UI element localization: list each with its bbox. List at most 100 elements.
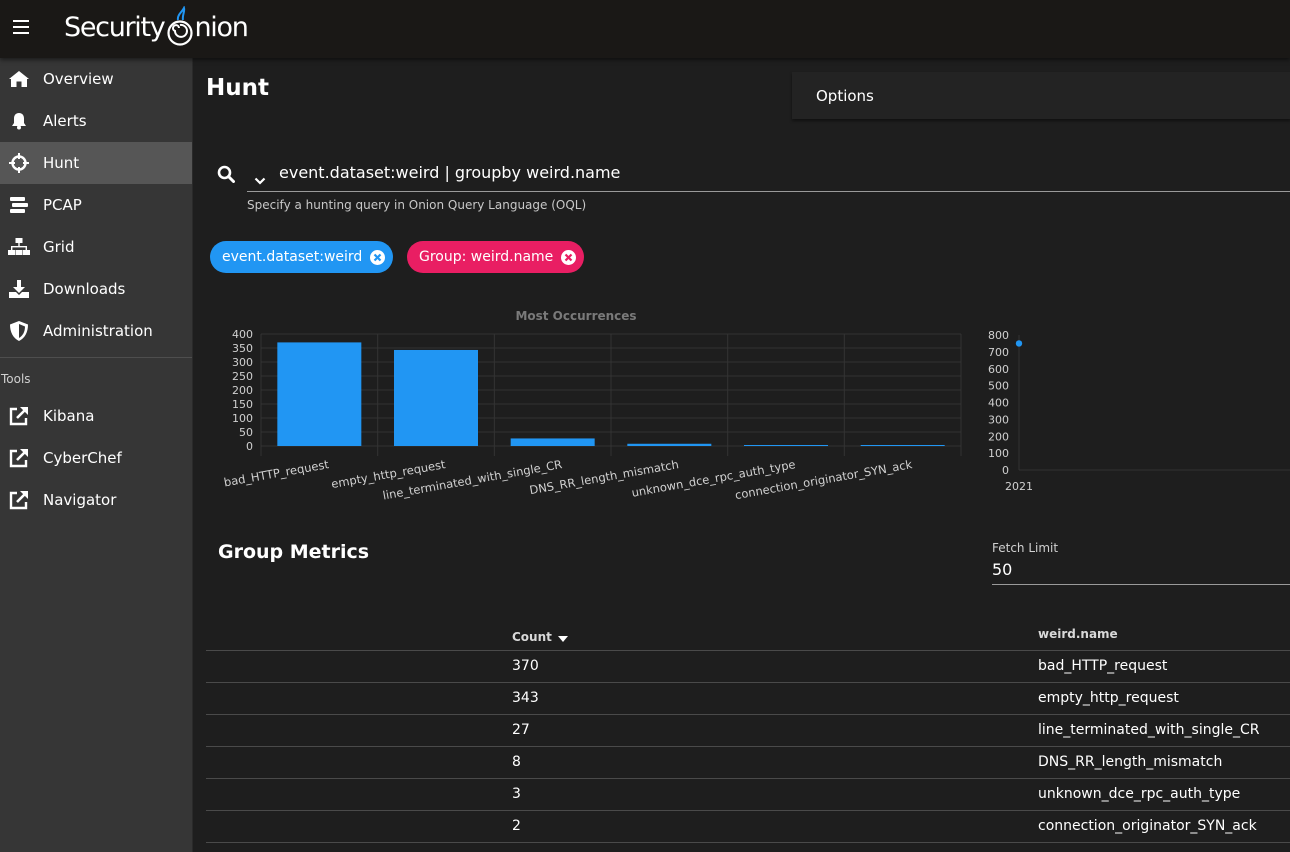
y-tick-label: 300 xyxy=(988,413,1009,426)
main-content: Hunt Options event.dataset:weird | group… xyxy=(192,58,1290,852)
table-row[interactable]: 370 bad_HTTP_request xyxy=(206,651,1290,683)
sidebar: Overview Alerts Hunt PCAP Grid Downloads xyxy=(0,58,192,852)
sidebar-item-label: Navigator xyxy=(43,491,117,509)
bar[interactable] xyxy=(277,342,362,446)
search-icon[interactable] xyxy=(217,165,235,187)
y-tick-label: 0 xyxy=(246,440,253,453)
crosshairs-icon xyxy=(8,153,30,173)
top-app-bar: Security nion xyxy=(0,0,1290,58)
bar[interactable] xyxy=(394,349,478,446)
sidebar-item-label: Overview xyxy=(43,70,114,88)
weird-name-cell: line_terminated_with_single_CR xyxy=(1038,722,1260,738)
group-chip-weird-name[interactable]: Group: weird.name xyxy=(407,241,585,273)
bar[interactable] xyxy=(627,443,712,446)
filter-chip-dataset[interactable]: event.dataset:weird xyxy=(210,241,394,273)
weird-name-cell: unknown_dce_rpc_auth_type xyxy=(1038,786,1241,802)
column-header-count[interactable]: Count xyxy=(512,627,569,646)
timeline-chart: 0 100 200 300 400 500 600 700 800 2021 xyxy=(988,329,1290,493)
external-link-icon xyxy=(8,406,30,426)
y-tick-label: 500 xyxy=(988,380,1009,393)
sidebar-item-hunt[interactable]: Hunt xyxy=(0,142,192,184)
column-header-weird-name[interactable]: weird.name xyxy=(1038,627,1118,641)
options-label: Options xyxy=(816,87,874,105)
chip-label: Group: weird.name xyxy=(419,249,554,265)
sidebar-item-label: Kibana xyxy=(43,407,95,425)
y-tick-label: 250 xyxy=(232,370,253,383)
bar[interactable] xyxy=(510,438,595,446)
table-header: Count weird.name xyxy=(206,621,1290,651)
bar[interactable] xyxy=(744,445,828,446)
weird-name-cell: DNS_RR_length_mismatch xyxy=(1038,754,1223,770)
table-row[interactable]: 2 connection_originator_SYN_ack xyxy=(206,811,1290,843)
download-icon xyxy=(8,279,30,299)
y-tick-label: 200 xyxy=(988,430,1009,443)
data-point[interactable] xyxy=(1015,340,1023,347)
y-tick-label: 100 xyxy=(232,412,253,425)
table-row[interactable]: 27 line_terminated_with_single_CR xyxy=(206,715,1290,747)
y-tick-label: 350 xyxy=(232,342,253,355)
sitemap-icon xyxy=(8,237,30,257)
sidebar-item-alerts[interactable]: Alerts xyxy=(0,100,192,142)
sidebar-item-cyberchef[interactable]: CyberChef xyxy=(0,437,192,479)
sidebar-item-label: CyberChef xyxy=(43,449,122,467)
weird-name-cell: bad_HTTP_request xyxy=(1038,658,1168,674)
security-onion-logo[interactable]: Security nion xyxy=(64,6,249,48)
y-tick-label: 100 xyxy=(988,447,1009,460)
y-tick-label: 50 xyxy=(239,426,253,439)
x-tick-label: bad_HTTP_request xyxy=(223,457,331,489)
sidebar-item-administration[interactable]: Administration xyxy=(0,310,192,352)
y-tick-label: 600 xyxy=(988,363,1009,376)
sidebar-item-grid[interactable]: Grid xyxy=(0,226,192,268)
count-cell: 3 xyxy=(512,786,521,802)
sidebar-item-navigator[interactable]: Navigator xyxy=(0,479,192,521)
home-icon xyxy=(8,69,30,89)
menu-icon[interactable] xyxy=(13,20,29,34)
sidebar-item-label: PCAP xyxy=(43,196,82,214)
y-tick-label: 400 xyxy=(988,397,1009,410)
count-cell: 343 xyxy=(512,690,539,706)
bar[interactable] xyxy=(860,445,945,446)
fetch-limit-value: 50 xyxy=(992,560,1013,579)
fetch-limit-field[interactable]: Fetch Limit 50 xyxy=(992,539,1290,585)
options-panel[interactable]: Options xyxy=(792,72,1290,119)
table-row[interactable]: 343 empty_http_request xyxy=(206,683,1290,715)
column-header-label: Count xyxy=(512,629,552,644)
shield-icon xyxy=(8,321,30,341)
external-link-icon xyxy=(8,448,30,468)
table-row[interactable]: 8 DNS_RR_length_mismatch xyxy=(206,747,1290,779)
logo-text: Security xyxy=(64,11,166,43)
chart-title: Most Occurrences xyxy=(515,309,636,323)
fetch-limit-label: Fetch Limit xyxy=(992,541,1059,555)
weird-name-cell: empty_http_request xyxy=(1038,690,1179,706)
stream-icon xyxy=(8,195,30,215)
sidebar-item-label: Alerts xyxy=(43,112,87,130)
sidebar-item-overview[interactable]: Overview xyxy=(0,58,192,100)
table-row[interactable]: 3 unknown_dce_rpc_auth_type xyxy=(206,779,1290,811)
page-title: Hunt xyxy=(206,75,269,101)
close-icon[interactable] xyxy=(561,249,577,265)
sidebar-item-kibana[interactable]: Kibana xyxy=(0,395,192,437)
y-tick-label: 200 xyxy=(232,384,253,397)
sort-desc-icon xyxy=(557,632,569,646)
sidebar-item-downloads[interactable]: Downloads xyxy=(0,268,192,310)
chevron-down-icon[interactable] xyxy=(254,171,266,190)
y-tick-label: 0 xyxy=(1002,464,1009,477)
most-occurrences-bar-chart: Most Occurrences 050100150200250300350400… xyxy=(223,309,962,503)
y-tick-label: 800 xyxy=(988,329,1009,342)
sidebar-item-pcap[interactable]: PCAP xyxy=(0,184,192,226)
x-tick-label: 2021 xyxy=(1005,480,1033,493)
tools-section-label: Tools xyxy=(1,372,31,386)
sidebar-item-label: Hunt xyxy=(43,154,80,172)
table-body: 370 bad_HTTP_request 343 empty_http_request… xyxy=(206,651,1290,843)
count-cell: 370 xyxy=(512,658,539,674)
close-icon[interactable] xyxy=(370,249,386,265)
sidebar-divider xyxy=(0,357,192,358)
y-tick-label: 150 xyxy=(232,398,253,411)
group-metrics-table: Count weird.name 370 bad_HTTP_request 343 e… xyxy=(206,621,1290,843)
chip-label: event.dataset:weird xyxy=(222,249,363,265)
count-cell: 2 xyxy=(512,818,521,834)
query-input[interactable]: event.dataset:weird | groupby weird.name xyxy=(247,153,1290,192)
sidebar-item-label: Grid xyxy=(43,238,75,256)
count-cell: 27 xyxy=(512,722,530,738)
external-link-icon xyxy=(8,490,30,510)
